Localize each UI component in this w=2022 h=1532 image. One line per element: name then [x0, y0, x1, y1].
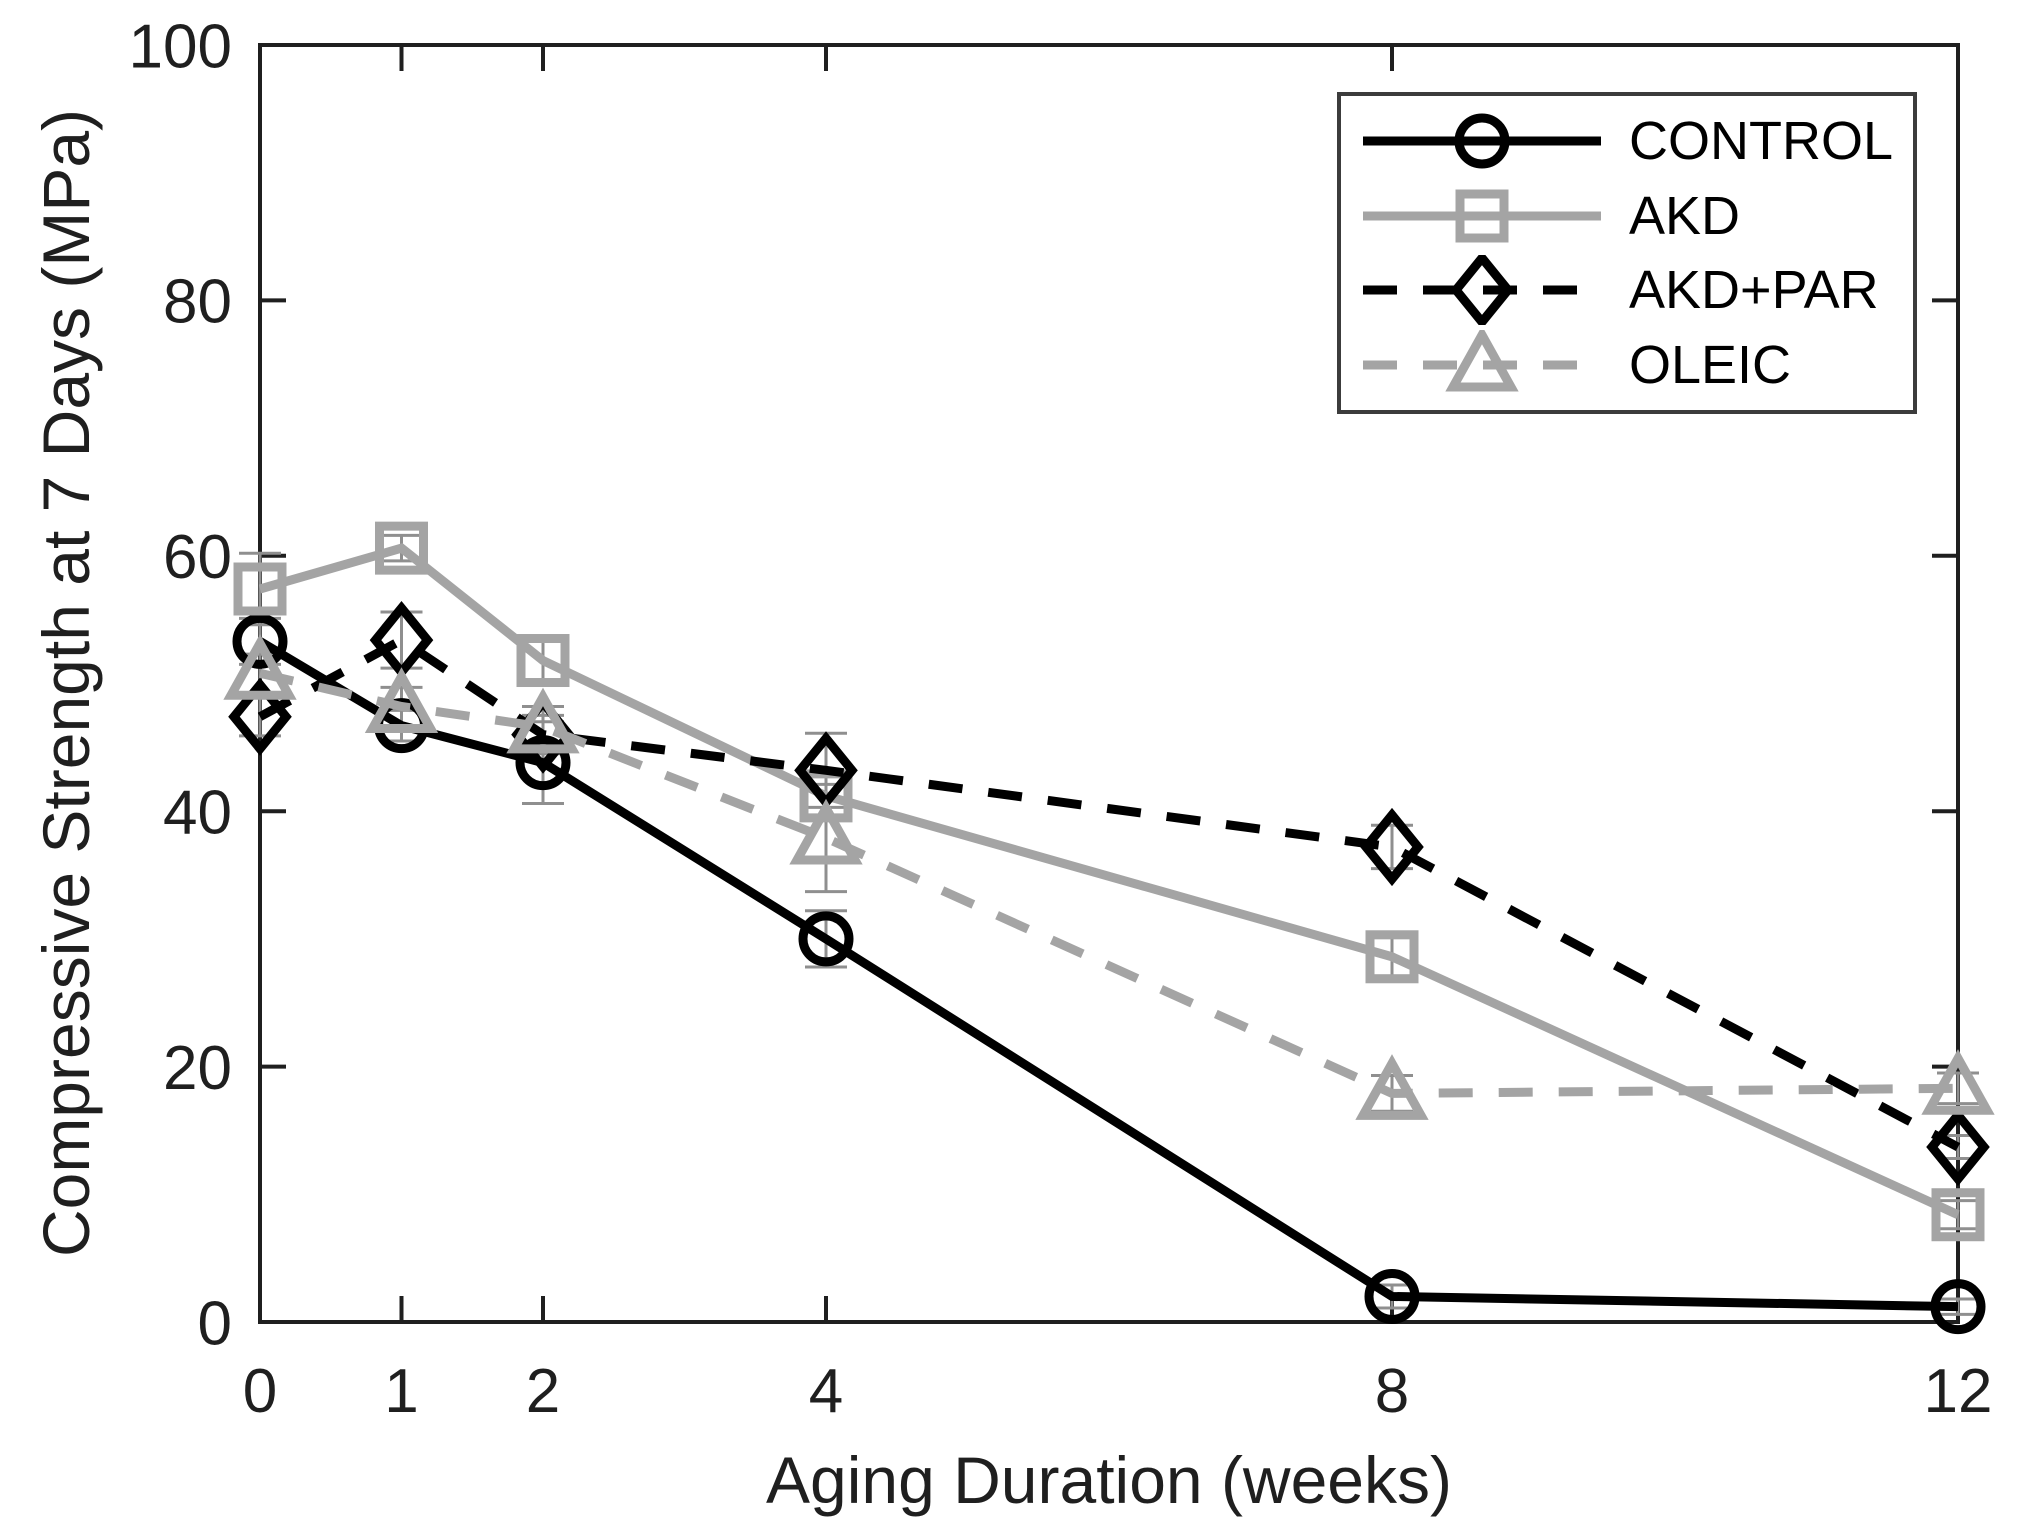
circle-marker — [1364, 1268, 1420, 1324]
circle-marker — [515, 735, 571, 791]
legend-sample-akd — [1363, 189, 1601, 243]
legend-label: AKD+PAR — [1629, 260, 1879, 321]
x-tick-label: 0 — [243, 1357, 277, 1426]
series-line — [257, 634, 1961, 1152]
y-tick-label: 0 — [198, 1289, 232, 1358]
y-tick-label: 80 — [163, 268, 232, 337]
triangle-marker — [1921, 1049, 1995, 1115]
x-tick-label: 2 — [526, 1357, 560, 1426]
triangle-marker — [223, 634, 297, 700]
legend-diamond-icon — [1450, 255, 1514, 326]
x-tick-label: 12 — [1924, 1357, 1993, 1426]
legend-triangle-icon — [1445, 329, 1519, 392]
square-marker — [375, 521, 428, 575]
series-oleic — [223, 634, 1995, 1120]
legend-sample-oleic — [1363, 329, 1601, 392]
series-akd — [233, 521, 1985, 1242]
square-marker — [516, 634, 570, 688]
legend-label: CONTROL — [1629, 111, 1894, 172]
y-tick-label: 60 — [163, 523, 232, 592]
circle-marker — [798, 911, 854, 967]
square-marker — [1365, 930, 1419, 984]
legend-label: OLEIC — [1629, 334, 1792, 395]
triangle-marker — [789, 798, 863, 865]
legend-label: AKD — [1629, 185, 1741, 246]
x-axis-title: Aging Duration (weeks) — [766, 1443, 1452, 1517]
x-tick-label: 4 — [809, 1357, 843, 1426]
series-line — [258, 668, 1959, 1098]
legend-sample-control — [1363, 113, 1601, 169]
legend-item-oleic: OLEIC — [1341, 329, 1913, 400]
diamond-marker — [1360, 807, 1424, 887]
series-akd-par — [228, 600, 1990, 1187]
legend-square-icon — [1455, 189, 1509, 243]
legend-item-control: CONTROL — [1341, 106, 1913, 176]
legend-circle-icon — [1454, 113, 1510, 169]
circle-marker — [1930, 1279, 1986, 1335]
legend: CONTROL AKD AKD+PAR OLEIC — [1337, 92, 1917, 414]
triangle-marker — [506, 687, 580, 754]
y-axis-title: Compressive Strength at 7 Days (MPa) — [29, 108, 103, 1258]
legend-sample-akd-par — [1363, 255, 1601, 326]
circle-marker — [232, 613, 288, 669]
series-control — [232, 613, 1986, 1335]
y-tick-label: 40 — [163, 779, 232, 848]
x-tick-label: 8 — [1375, 1357, 1409, 1426]
legend-item-akd: AKD — [1341, 181, 1913, 251]
triangle-marker — [1355, 1054, 1429, 1120]
triangle-marker — [364, 667, 439, 733]
x-tick-label: 1 — [384, 1357, 418, 1426]
error-bars — [239, 533, 1979, 1316]
diamond-marker — [228, 677, 292, 756]
square-marker — [1931, 1188, 1985, 1242]
diamond-marker — [1926, 1107, 1990, 1187]
legend-item-akd-par: AKD+PAR — [1341, 255, 1913, 326]
y-tick-label: 100 — [129, 12, 232, 81]
y-tick-label: 20 — [163, 1034, 232, 1103]
square-marker — [233, 562, 287, 616]
